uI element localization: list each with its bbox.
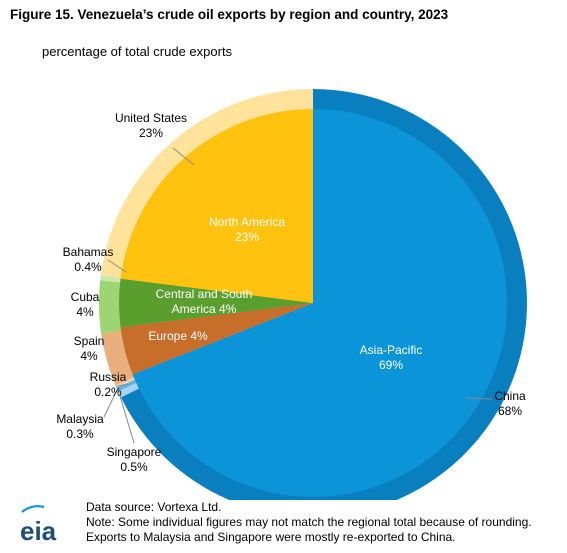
- chart-subtitle: percentage of total crude exports: [42, 44, 233, 59]
- eia-logo-arc: [21, 505, 45, 513]
- leader-singapore: [119, 394, 135, 444]
- label-china: China 68%: [494, 389, 526, 418]
- label-spain: Spain 4%: [74, 334, 105, 363]
- label-central-south-america: Central and South America 4%: [156, 287, 253, 316]
- chart-footer: Data source: Vortexa Ltd. Note: Some ind…: [86, 500, 532, 545]
- leader-united-states: [172, 147, 195, 166]
- chart-title: Figure 15. Venezuela’s crude oil exports…: [10, 7, 449, 22]
- pie-chart: Asia-Pacific 69% North America 23% Central a…: [56, 89, 527, 500]
- label-bahamas: Bahamas 0.4%: [63, 245, 114, 274]
- leader-bahamas: [107, 259, 127, 273]
- leader-malaysia: [103, 389, 118, 418]
- eia-logo: eia: [20, 505, 57, 546]
- slice-inner-central-and-south-america: [119, 278, 314, 328]
- label-united-states: United States 23%: [115, 111, 187, 140]
- leader-russia: [115, 383, 129, 387]
- label-malaysia: Malaysia 0.3%: [56, 412, 104, 441]
- leader-china: [465, 397, 493, 400]
- label-europe: Europe 4%: [148, 329, 208, 343]
- footnote-line-1: Note: Some individual figures may not ma…: [86, 515, 532, 529]
- data-source: Data source: Vortexa Ltd.: [86, 500, 222, 514]
- label-north-america: North America 23%: [209, 215, 285, 244]
- label-asia-pacific: Asia-Pacific 69%: [360, 343, 423, 372]
- slice-inner-europe: [120, 303, 313, 375]
- slice-inner-asia-pacific: [132, 109, 508, 498]
- label-singapore: Singapore 0.5%: [107, 445, 162, 474]
- label-cuba: Cuba 4%: [71, 290, 100, 319]
- label-russia: Russia 0.2%: [90, 370, 127, 399]
- eia-logo-text: eia: [20, 516, 57, 546]
- slice-inner-north-america: [120, 109, 313, 303]
- footnote-line-2: Exports to Malaysia and Singapore were m…: [86, 530, 456, 544]
